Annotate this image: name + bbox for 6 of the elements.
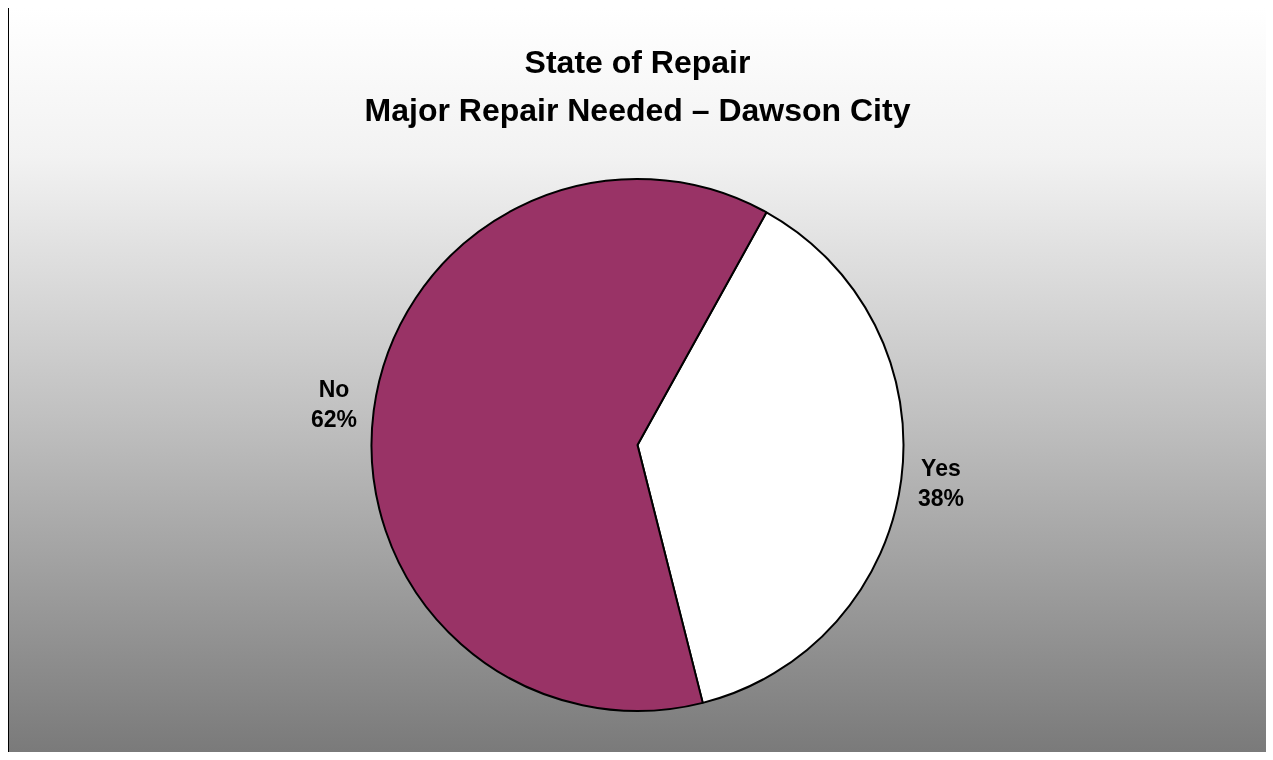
data-label: 38%	[917, 484, 964, 511]
chart-subtitle: Major Repair Needed – Dawson City	[363, 91, 912, 130]
chart-title: State of Repair	[523, 43, 752, 82]
data-label: 62%	[311, 405, 358, 432]
slice-label: Yes	[921, 454, 961, 481]
slice-label: No	[318, 375, 350, 402]
